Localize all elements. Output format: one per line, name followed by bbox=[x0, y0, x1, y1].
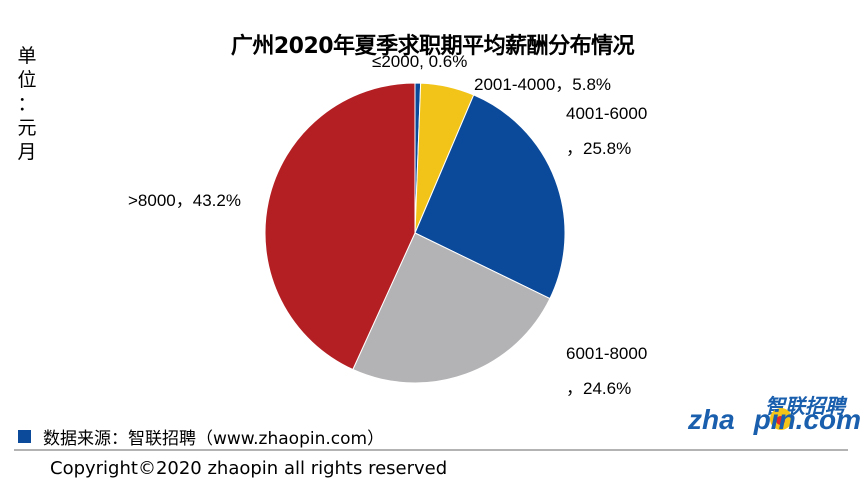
pie-slice-6001-8000 bbox=[352, 232, 551, 384]
source-marker bbox=[18, 430, 31, 443]
slice-label-range: 6001-8000 bbox=[566, 344, 648, 363]
footer-divider bbox=[14, 449, 848, 451]
slice-label-le2000: ≤2000, 0.6% bbox=[372, 52, 468, 71]
slice-label-6001-8000: 6001-8000 ，24.6% bbox=[566, 344, 647, 399]
slice-label-pct: ，24.6% bbox=[566, 379, 632, 398]
unit-char: 单 bbox=[17, 45, 37, 67]
slice-label-pct: ，25.8% bbox=[566, 139, 632, 158]
copyright: Copyright©2020 zhaopin all rights reserv… bbox=[50, 458, 448, 479]
logo-en-text: zha pin.com bbox=[688, 404, 862, 435]
slice-label-range: 4001-6000 bbox=[566, 104, 648, 123]
slice-label-gt8000: >8000，43.2% bbox=[128, 191, 241, 210]
unit-char: 月 bbox=[17, 141, 37, 163]
chart-title: 广州2020年夏季求职期平均薪酬分布情况 bbox=[230, 34, 635, 59]
zhaopin-logo: 智联招聘 zha pin.com bbox=[688, 388, 861, 436]
unit-char: ： bbox=[17, 93, 37, 115]
unit-char: 元 bbox=[17, 117, 37, 139]
unit-label: 单 位 ： 元 月 bbox=[14, 44, 40, 164]
slice-label-4001-6000: 4001-6000 ，25.8% bbox=[566, 104, 647, 159]
source-text: 数据来源：智联招聘（www.zhaopin.com） bbox=[43, 429, 385, 449]
data-source: 数据来源：智联招聘（www.zhaopin.com） bbox=[18, 424, 384, 449]
logo-dot-inner-icon bbox=[776, 416, 785, 425]
pie-slice-4001-6000 bbox=[414, 94, 566, 300]
slice-label-2001-4000: 2001-4000，5.8% bbox=[474, 75, 612, 94]
pie-slice-gt8000 bbox=[264, 82, 416, 371]
unit-char: 位 bbox=[17, 69, 37, 91]
